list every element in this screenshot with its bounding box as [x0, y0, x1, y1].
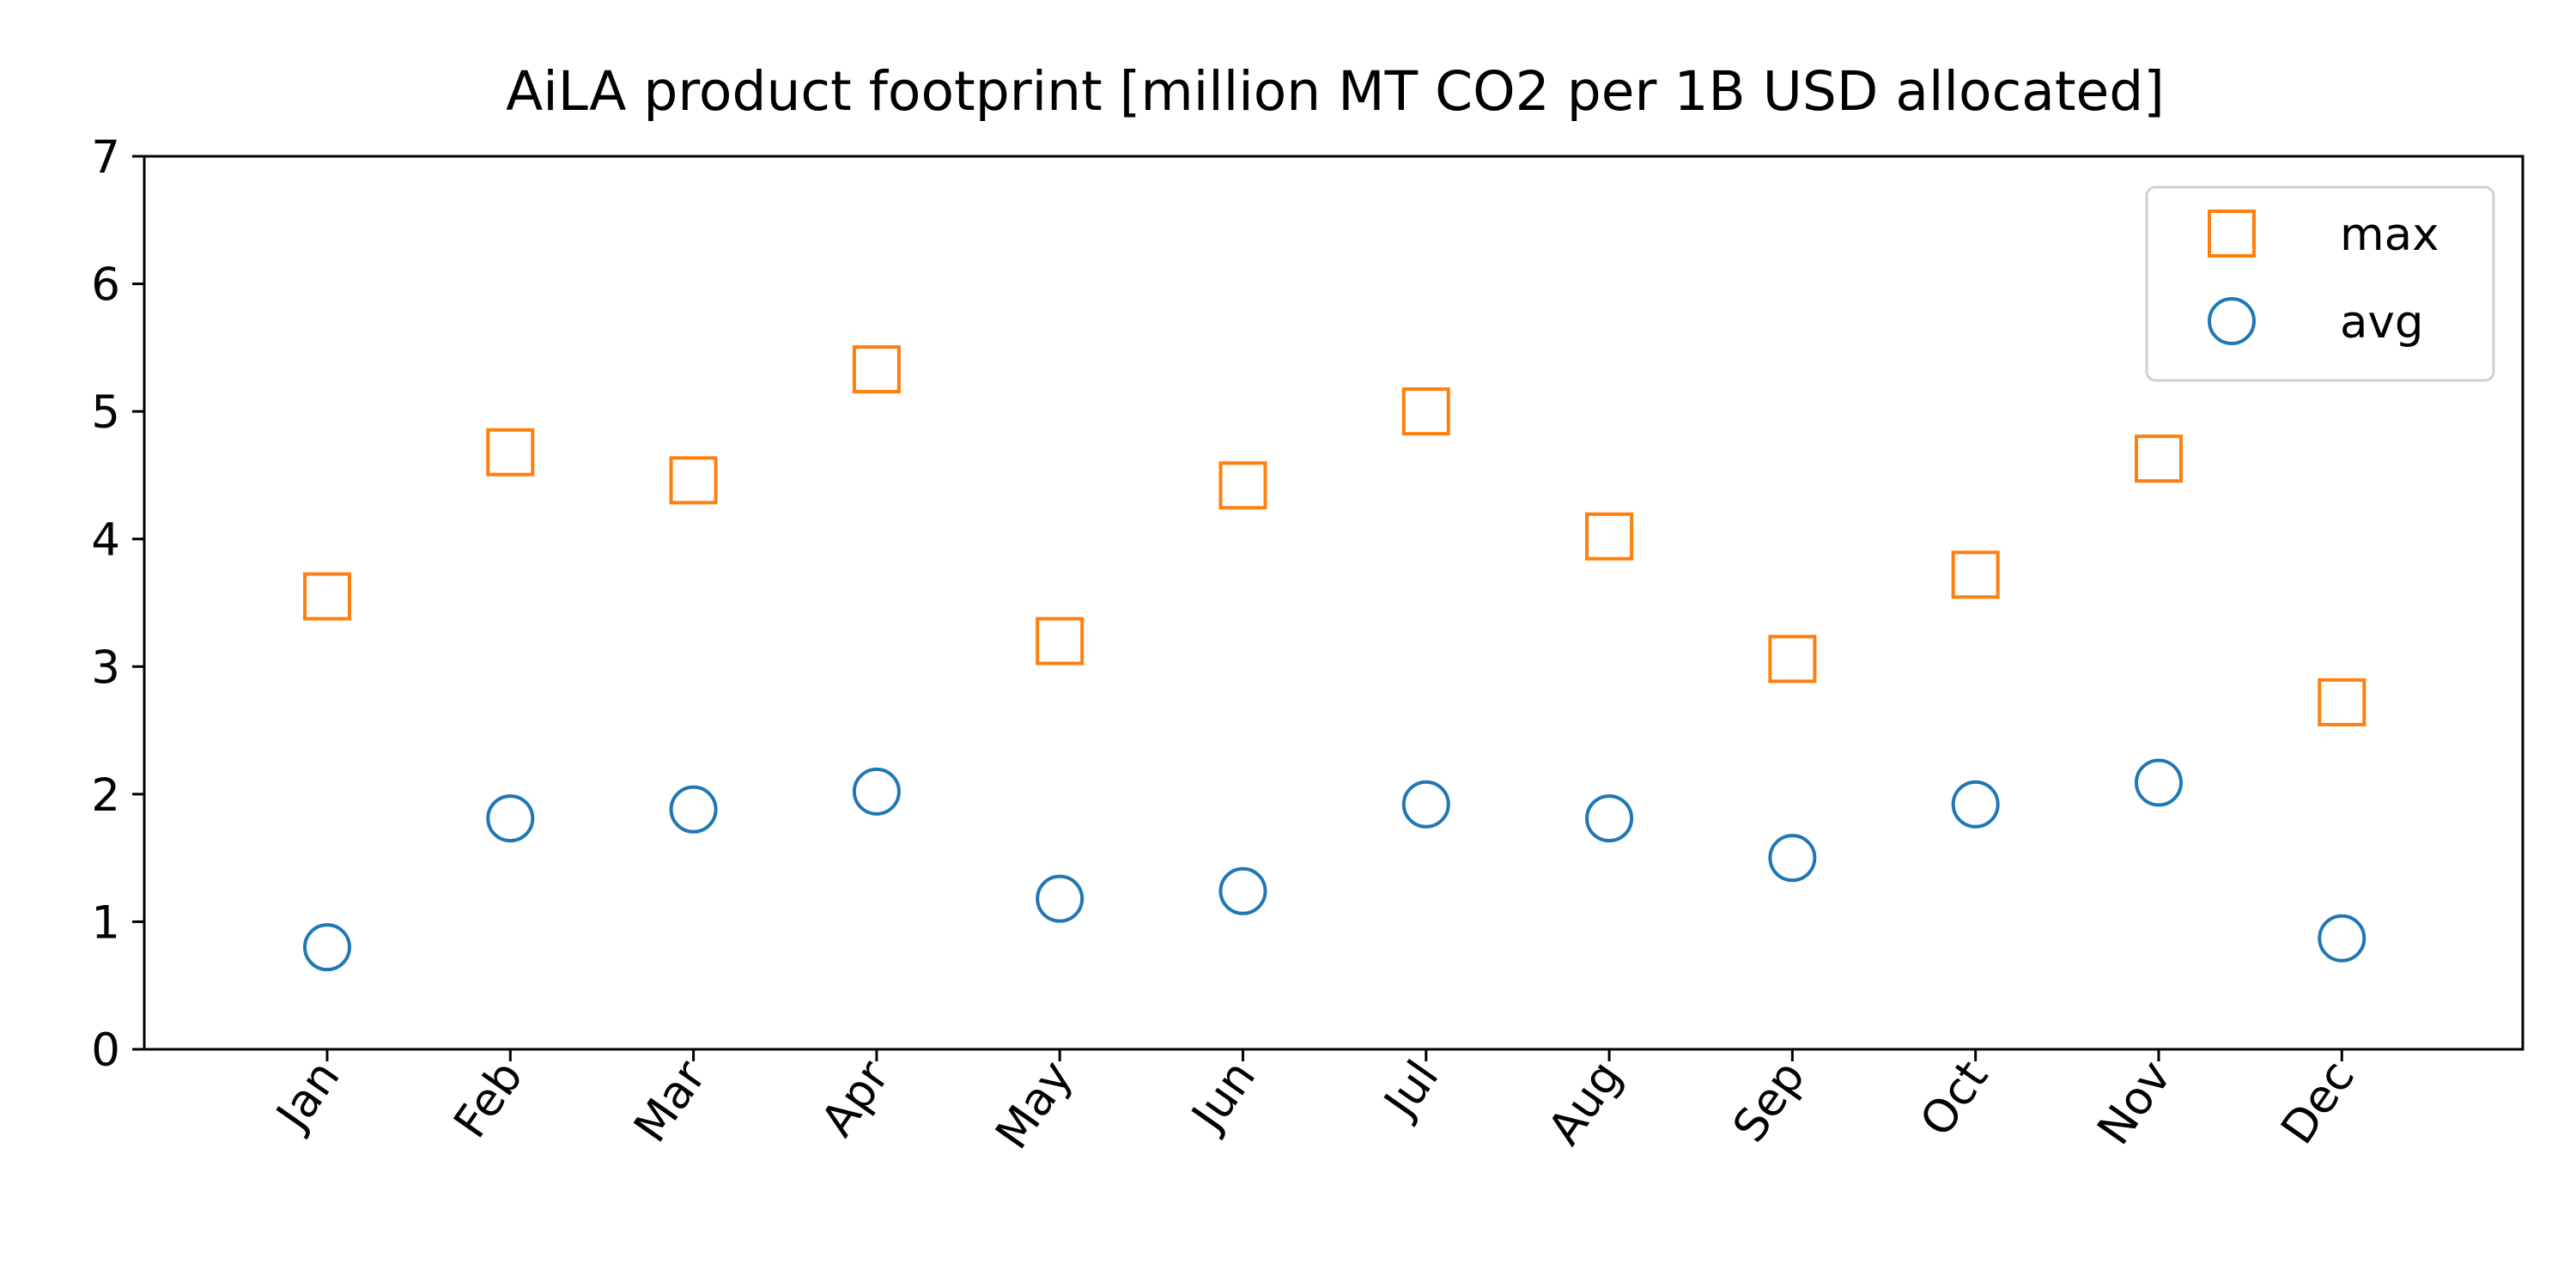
- point-max: [1401, 387, 1450, 436]
- point-max: [1036, 617, 1084, 665]
- point-avg: [669, 785, 718, 834]
- legend-marker-avg: [2208, 297, 2256, 345]
- y-tick-label: 2: [91, 769, 120, 822]
- point-max: [1585, 512, 1634, 561]
- y-tick-label: 6: [91, 259, 120, 312]
- y-tick-label: 1: [91, 896, 120, 949]
- y-tick-label: 7: [91, 131, 120, 184]
- point-max: [2318, 677, 2366, 726]
- point-max: [1218, 461, 1267, 510]
- point-avg: [852, 767, 901, 816]
- legend-box: [2145, 185, 2495, 382]
- point-avg: [1401, 780, 1450, 829]
- point-avg: [1951, 780, 2000, 829]
- point-avg: [1585, 794, 1634, 843]
- point-max: [669, 456, 718, 505]
- legend-marker-max: [2208, 210, 2256, 258]
- y-tick-label: 4: [91, 514, 120, 567]
- y-tick-label: 3: [91, 641, 120, 694]
- legend-label-max: max: [2340, 209, 2439, 261]
- point-avg: [303, 923, 351, 972]
- point-max: [1951, 550, 2000, 599]
- y-tick-label: 0: [91, 1024, 120, 1077]
- point-avg: [486, 794, 535, 843]
- y-tick-label: 5: [91, 386, 120, 439]
- point-max: [2135, 434, 2183, 483]
- plot-frame: [143, 155, 2524, 1051]
- legend-label-avg: avg: [2340, 296, 2424, 349]
- point-avg: [2318, 914, 2366, 963]
- point-avg: [1218, 866, 1267, 915]
- chart-title: AiLA product footprint [million MT CO2 p…: [506, 60, 2165, 123]
- point-avg: [1036, 874, 1084, 923]
- point-avg: [2135, 758, 2183, 807]
- point-max: [1768, 635, 1817, 683]
- legend: max avg: [2145, 185, 2495, 382]
- plot-marks: [303, 345, 2366, 972]
- point-max: [486, 428, 535, 477]
- point-max: [852, 345, 901, 394]
- point-avg: [1768, 834, 1817, 883]
- y-axis: 0 1 2 3 4 5 6 7: [91, 131, 144, 1077]
- point-max: [303, 572, 351, 621]
